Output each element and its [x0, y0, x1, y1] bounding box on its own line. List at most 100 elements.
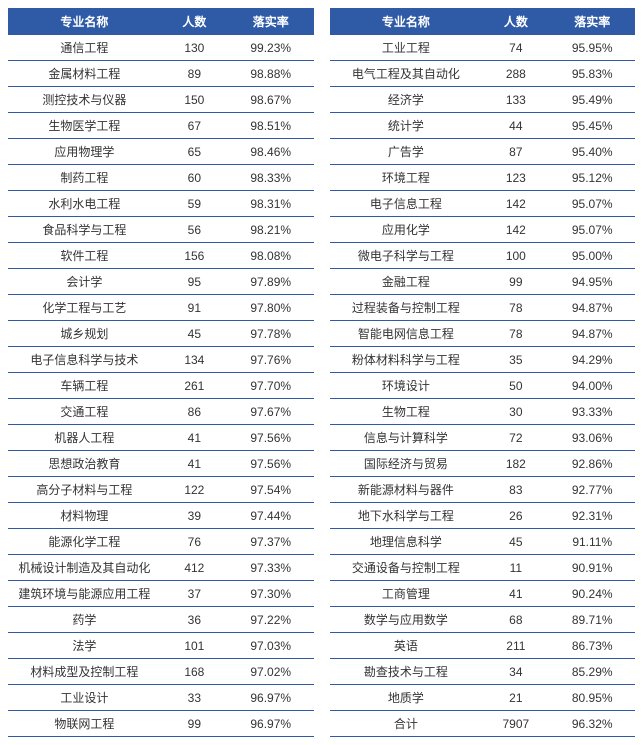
table-row: 食品科学与工程5698.21% — [8, 217, 314, 243]
cell-count: 41 — [482, 581, 549, 607]
table-row: 物联网工程9996.97% — [8, 711, 314, 737]
cell-rate: 96.97% — [228, 711, 314, 737]
cell-name: 应用化学 — [330, 217, 483, 243]
cell-count: 7907 — [482, 711, 549, 737]
left-tbody: 通信工程13099.23%金属材料工程8998.88%测控技术与仪器15098.… — [8, 35, 314, 737]
table-row: 能源化学工程7697.37% — [8, 529, 314, 555]
cell-count: 68 — [482, 607, 549, 633]
cell-rate: 97.80% — [228, 295, 314, 321]
cell-rate: 97.33% — [228, 555, 314, 581]
cell-name: 城乡规划 — [8, 321, 161, 347]
cell-rate: 95.45% — [549, 113, 635, 139]
table-row: 国际经济与贸易18292.86% — [330, 451, 636, 477]
cell-count: 30 — [482, 399, 549, 425]
table-row: 工业工程7495.95% — [330, 35, 636, 61]
header-row: 专业名称 人数 落实率 — [8, 8, 314, 35]
table-wrap: 专业名称 人数 落实率 通信工程13099.23%金属材料工程8998.88%测… — [8, 8, 635, 737]
cell-count: 156 — [161, 243, 228, 269]
table-row: 粉体材料科学与工程3594.29% — [330, 347, 636, 373]
table-row: 地质学2180.95% — [330, 685, 636, 711]
table-row: 数学与应用数学6889.71% — [330, 607, 636, 633]
table-row: 应用物理学6598.46% — [8, 139, 314, 165]
cell-rate: 97.89% — [228, 269, 314, 295]
table-row: 合计790796.32% — [330, 711, 636, 737]
header-count: 人数 — [161, 8, 228, 35]
cell-rate: 95.00% — [549, 243, 635, 269]
table-row: 会计学9597.89% — [8, 269, 314, 295]
cell-rate: 96.97% — [228, 685, 314, 711]
table-row: 环境设计5094.00% — [330, 373, 636, 399]
table-row: 应用化学14295.07% — [330, 217, 636, 243]
header-name: 专业名称 — [8, 8, 161, 35]
cell-name: 金融工程 — [330, 269, 483, 295]
cell-name: 食品科学与工程 — [8, 217, 161, 243]
cell-rate: 98.21% — [228, 217, 314, 243]
cell-name: 英语 — [330, 633, 483, 659]
cell-name: 材料物理 — [8, 503, 161, 529]
table-row: 化学工程与工艺9197.80% — [8, 295, 314, 321]
cell-rate: 97.44% — [228, 503, 314, 529]
cell-rate: 92.77% — [549, 477, 635, 503]
cell-count: 21 — [482, 685, 549, 711]
cell-count: 91 — [161, 295, 228, 321]
cell-name: 地下水科学与工程 — [330, 503, 483, 529]
table-row: 城乡规划4597.78% — [8, 321, 314, 347]
table-row: 微电子科学与工程10095.00% — [330, 243, 636, 269]
cell-rate: 98.33% — [228, 165, 314, 191]
table-row: 测控技术与仪器15098.67% — [8, 87, 314, 113]
cell-name: 思想政治教育 — [8, 451, 161, 477]
cell-rate: 97.78% — [228, 321, 314, 347]
cell-name: 工商管理 — [330, 581, 483, 607]
cell-count: 45 — [482, 529, 549, 555]
cell-count: 86 — [161, 399, 228, 425]
cell-rate: 97.54% — [228, 477, 314, 503]
cell-count: 95 — [161, 269, 228, 295]
cell-rate: 95.07% — [549, 191, 635, 217]
cell-count: 133 — [482, 87, 549, 113]
cell-rate: 98.08% — [228, 243, 314, 269]
cell-rate: 97.76% — [228, 347, 314, 373]
cell-rate: 80.95% — [549, 685, 635, 711]
cell-rate: 90.24% — [549, 581, 635, 607]
cell-name: 勘查技术与工程 — [330, 659, 483, 685]
cell-name: 能源化学工程 — [8, 529, 161, 555]
cell-name: 过程装备与控制工程 — [330, 295, 483, 321]
header-rate: 落实率 — [228, 8, 314, 35]
cell-rate: 94.29% — [549, 347, 635, 373]
cell-count: 35 — [482, 347, 549, 373]
cell-count: 11 — [482, 555, 549, 581]
cell-name: 法学 — [8, 633, 161, 659]
table-row: 信息与计算科学7293.06% — [330, 425, 636, 451]
cell-rate: 97.56% — [228, 451, 314, 477]
cell-count: 99 — [482, 269, 549, 295]
table-row: 环境工程12395.12% — [330, 165, 636, 191]
cell-rate: 95.12% — [549, 165, 635, 191]
cell-name: 工业工程 — [330, 35, 483, 61]
table-row: 过程装备与控制工程7894.87% — [330, 295, 636, 321]
cell-name: 高分子材料与工程 — [8, 477, 161, 503]
cell-rate: 85.29% — [549, 659, 635, 685]
cell-name: 金属材料工程 — [8, 61, 161, 87]
cell-count: 59 — [161, 191, 228, 217]
cell-count: 211 — [482, 633, 549, 659]
cell-count: 182 — [482, 451, 549, 477]
cell-name: 建筑环境与能源应用工程 — [8, 581, 161, 607]
cell-count: 288 — [482, 61, 549, 87]
cell-count: 41 — [161, 451, 228, 477]
table-row: 经济学13395.49% — [330, 87, 636, 113]
cell-name: 智能电网信息工程 — [330, 321, 483, 347]
cell-rate: 95.83% — [549, 61, 635, 87]
cell-name: 材料成型及控制工程 — [8, 659, 161, 685]
cell-count: 37 — [161, 581, 228, 607]
right-table: 专业名称 人数 落实率 工业工程7495.95%电气工程及其自动化28895.8… — [330, 8, 636, 737]
table-row: 通信工程13099.23% — [8, 35, 314, 61]
cell-rate: 92.86% — [549, 451, 635, 477]
table-row: 新能源材料与器件8392.77% — [330, 477, 636, 503]
table-row: 材料成型及控制工程16897.02% — [8, 659, 314, 685]
table-row: 车辆工程26197.70% — [8, 373, 314, 399]
cell-count: 74 — [482, 35, 549, 61]
table-row: 材料物理3997.44% — [8, 503, 314, 529]
cell-name: 会计学 — [8, 269, 161, 295]
cell-count: 142 — [482, 217, 549, 243]
cell-count: 26 — [482, 503, 549, 529]
